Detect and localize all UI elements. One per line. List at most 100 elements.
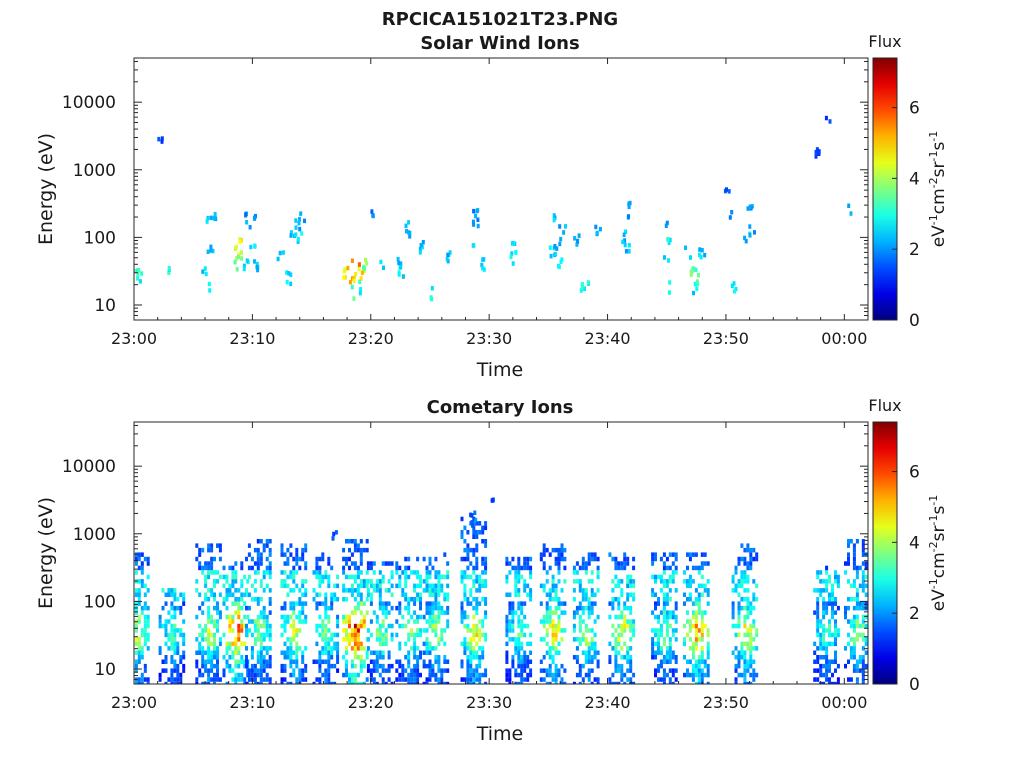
flux-cell <box>398 641 402 647</box>
flux-cell <box>372 659 376 664</box>
flux-cell <box>460 641 464 647</box>
flux-cell <box>216 601 219 606</box>
flux-cell <box>134 268 137 274</box>
flux-cell <box>259 556 263 562</box>
flux-cell <box>315 641 319 647</box>
flux-cell <box>828 632 831 638</box>
flux-cell <box>246 579 250 584</box>
flux-cell <box>231 650 235 655</box>
flux-cell <box>481 525 485 531</box>
flux-cell <box>348 677 351 682</box>
flux-cell <box>475 521 479 526</box>
flux-cell <box>434 655 438 660</box>
flux-cell <box>262 570 266 575</box>
flux-cell <box>700 248 704 253</box>
flux-cell <box>353 610 357 615</box>
flux-cell <box>304 646 308 651</box>
flux-cell <box>268 552 272 557</box>
flux-cell <box>511 637 515 642</box>
flux-cell <box>572 565 576 571</box>
flux-cell <box>378 650 382 655</box>
flux-cell <box>560 610 564 615</box>
flux-cell <box>475 561 479 566</box>
flux-cell <box>228 655 232 660</box>
flux-cell <box>242 263 246 269</box>
flux-cell <box>419 655 422 660</box>
flux-cell <box>629 663 633 669</box>
flux-cell <box>265 628 269 633</box>
flux-cell <box>463 547 467 553</box>
flux-cell <box>259 623 263 629</box>
flux-cell <box>816 628 820 633</box>
flux-cell <box>250 646 254 651</box>
flux-cell <box>864 565 868 571</box>
flux-cell <box>315 556 319 562</box>
flux-cell <box>327 672 331 678</box>
flux-cell <box>542 583 546 589</box>
flux-cell <box>237 628 241 633</box>
flux-cell <box>662 579 666 584</box>
flux-cell <box>836 574 840 580</box>
flux-cell <box>440 637 444 642</box>
flux-cell <box>730 283 734 289</box>
flux-cell <box>378 655 382 660</box>
flux-cell <box>292 574 296 580</box>
flux-cell <box>259 579 263 584</box>
flux-cell <box>410 628 414 633</box>
flux-cell <box>484 672 488 678</box>
x-tick-label: 23:10 <box>229 329 275 348</box>
flux-cell <box>332 531 336 537</box>
flux-cell <box>324 641 328 647</box>
flux-cell <box>505 619 509 624</box>
flux-cell <box>469 677 473 682</box>
flux-cell <box>560 547 564 553</box>
flux-cell <box>398 659 402 664</box>
flux-cell <box>466 677 470 682</box>
flux-cell <box>514 610 518 615</box>
flux-cell <box>259 655 263 660</box>
solar-wind-panel: Solar Wind Ions 23:00 23:10 23:20 23:30 23:4… <box>35 32 949 381</box>
flux-cell <box>688 659 692 664</box>
flux-cell <box>551 597 555 602</box>
flux-cell <box>416 646 420 651</box>
flux-cell <box>396 256 400 262</box>
flux-cell <box>657 668 660 673</box>
flux-cell <box>688 628 692 633</box>
flux-cell <box>746 605 750 611</box>
flux-cell <box>182 655 186 660</box>
flux-cell <box>686 659 689 664</box>
flux-cell <box>324 601 328 606</box>
flux-cell <box>466 556 470 562</box>
flux-cell <box>475 588 479 593</box>
flux-cell <box>359 276 363 281</box>
flux-cell <box>611 646 615 651</box>
flux-cell <box>146 614 150 620</box>
flux-cell <box>134 659 138 664</box>
flux-cell <box>404 597 408 602</box>
flux-cell <box>686 672 689 678</box>
flux-cell <box>505 659 509 664</box>
flux-cell <box>539 668 543 673</box>
flux-cell <box>581 619 585 624</box>
flux-cell <box>654 672 657 678</box>
flux-cell <box>844 663 847 669</box>
flux-cell <box>828 619 831 624</box>
flux-cell <box>691 655 695 660</box>
flux-cell <box>581 663 585 669</box>
flux-cell <box>195 659 199 664</box>
flux-cell <box>289 663 293 669</box>
flux-cell <box>551 623 555 629</box>
flux-cell <box>834 570 837 575</box>
flux-cell <box>134 561 138 566</box>
flux-cell <box>557 628 561 633</box>
flux-cell <box>847 619 850 624</box>
flux-cell <box>694 668 698 673</box>
flux-cell <box>557 623 561 629</box>
flux-cell <box>240 256 244 261</box>
flux-cell <box>428 672 432 678</box>
flux-cell <box>654 632 657 638</box>
flux-cell <box>201 650 205 655</box>
flux-cell <box>852 547 856 553</box>
flux-cell <box>428 556 432 562</box>
